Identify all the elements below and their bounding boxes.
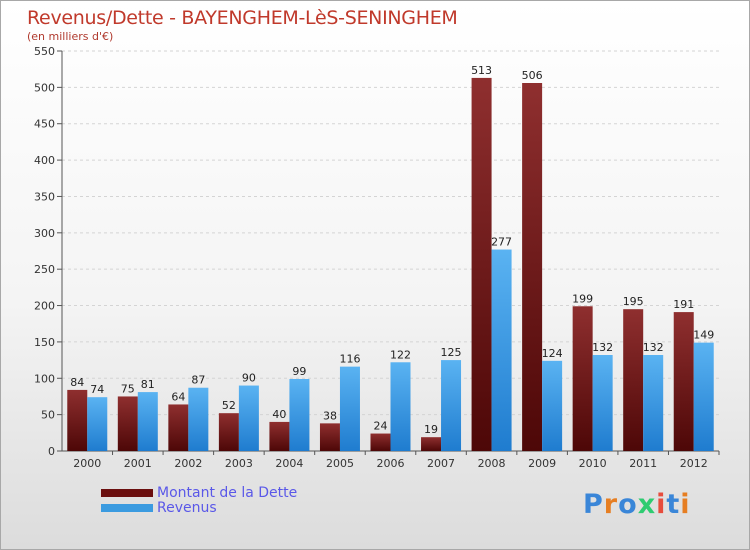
y-tick-label: 350 bbox=[34, 190, 55, 203]
bar-dette bbox=[623, 309, 644, 451]
data-label: 19 bbox=[424, 423, 438, 436]
bar-dette bbox=[319, 423, 340, 451]
x-tick-label: 2009 bbox=[528, 457, 556, 470]
data-label: 191 bbox=[673, 298, 694, 311]
proxiti-logo: Proxiti bbox=[583, 489, 691, 520]
bar-dette bbox=[572, 306, 593, 451]
bar-revenus bbox=[339, 366, 360, 451]
data-label: 124 bbox=[542, 347, 563, 360]
x-tick-label: 2007 bbox=[427, 457, 455, 470]
x-tick-label: 2003 bbox=[225, 457, 253, 470]
y-tick-label: 450 bbox=[34, 118, 55, 131]
legend-swatch-revenus bbox=[101, 504, 153, 512]
logo-letter: x bbox=[637, 489, 657, 520]
bar-revenus bbox=[390, 362, 411, 451]
data-label: 125 bbox=[441, 346, 462, 359]
data-label: 195 bbox=[623, 295, 644, 308]
y-tick-label: 150 bbox=[34, 336, 55, 349]
chart-title: Revenus/Dette - BAYENGHEM-LèS-SENINGHEM bbox=[27, 7, 458, 29]
logo-letter: r bbox=[603, 489, 619, 520]
x-tick-label: 2006 bbox=[377, 457, 405, 470]
data-label: 513 bbox=[471, 64, 492, 77]
logo-letter: t bbox=[666, 489, 681, 520]
bar-dette bbox=[421, 437, 442, 451]
y-tick-label: 400 bbox=[34, 154, 55, 167]
data-label: 199 bbox=[572, 292, 593, 305]
data-label: 116 bbox=[339, 353, 360, 366]
bar-revenus bbox=[289, 379, 310, 451]
y-tick-label: 550 bbox=[34, 45, 55, 58]
y-tick-label: 250 bbox=[34, 263, 55, 276]
x-tick-label: 2005 bbox=[326, 457, 354, 470]
x-tick-label: 2004 bbox=[275, 457, 303, 470]
y-tick-label: 300 bbox=[34, 227, 55, 240]
bar-dette bbox=[673, 312, 694, 451]
data-label: 277 bbox=[491, 236, 512, 249]
bar-revenus bbox=[491, 249, 512, 451]
data-label: 132 bbox=[592, 341, 613, 354]
x-tick-label: 2010 bbox=[579, 457, 607, 470]
y-tick-label: 100 bbox=[34, 372, 55, 385]
data-label: 81 bbox=[141, 378, 155, 391]
y-tick-label: 500 bbox=[34, 81, 55, 94]
data-label: 52 bbox=[222, 399, 236, 412]
y-tick-label: 50 bbox=[41, 409, 55, 422]
data-label: 149 bbox=[693, 329, 714, 342]
x-tick-label: 2002 bbox=[174, 457, 202, 470]
y-tick-label: 0 bbox=[48, 445, 55, 458]
bar-dette bbox=[522, 83, 543, 451]
data-label: 99 bbox=[292, 365, 306, 378]
bar-revenus bbox=[87, 397, 108, 451]
data-label: 90 bbox=[242, 372, 256, 385]
data-label: 64 bbox=[171, 390, 185, 403]
bar-revenus bbox=[542, 360, 563, 451]
bar-revenus bbox=[693, 342, 714, 451]
data-label: 75 bbox=[121, 382, 135, 395]
bar-revenus bbox=[441, 360, 462, 451]
data-label: 132 bbox=[643, 341, 664, 354]
logo-letter: i bbox=[656, 489, 667, 520]
bar-dette bbox=[370, 433, 391, 451]
legend-label-revenus: Revenus bbox=[157, 500, 217, 516]
bar-dette bbox=[117, 396, 138, 451]
data-label: 506 bbox=[522, 69, 543, 82]
bar-revenus bbox=[643, 355, 664, 451]
x-tick-label: 2001 bbox=[124, 457, 152, 470]
bars bbox=[67, 77, 714, 451]
bar-revenus bbox=[592, 355, 613, 451]
bar-dette bbox=[269, 421, 290, 451]
data-label: 87 bbox=[191, 374, 205, 387]
bar-dette bbox=[218, 413, 239, 451]
x-tick-label: 2012 bbox=[680, 457, 708, 470]
data-label: 40 bbox=[272, 408, 286, 421]
bar-revenus bbox=[137, 392, 158, 451]
x-tick-label: 2008 bbox=[478, 457, 506, 470]
data-label: 24 bbox=[374, 420, 388, 433]
bar-revenus bbox=[238, 385, 259, 451]
labels: 0 50 100 150 200 250 300 350 400 450 500 550 2000 84 7… bbox=[34, 45, 714, 470]
data-label: 122 bbox=[390, 348, 411, 361]
bar-revenus bbox=[188, 387, 209, 451]
bar-dette bbox=[67, 389, 88, 451]
data-label: 84 bbox=[70, 376, 84, 389]
logo-letter: P bbox=[583, 489, 604, 520]
chart-subtitle: (en milliers d'€) bbox=[27, 30, 114, 43]
legend-swatch-debt bbox=[101, 489, 153, 497]
logo-letter: o bbox=[618, 489, 638, 520]
data-label: 74 bbox=[90, 383, 104, 396]
bar-dette bbox=[168, 404, 189, 451]
x-tick-label: 2011 bbox=[629, 457, 657, 470]
bar-dette bbox=[471, 77, 492, 451]
logo-letter: i bbox=[680, 489, 691, 520]
legend-label-debt: Montant de la Dette bbox=[157, 485, 298, 501]
data-label: 38 bbox=[323, 409, 337, 422]
y-tick-label: 200 bbox=[34, 300, 55, 313]
x-tick-label: 2000 bbox=[73, 457, 101, 470]
